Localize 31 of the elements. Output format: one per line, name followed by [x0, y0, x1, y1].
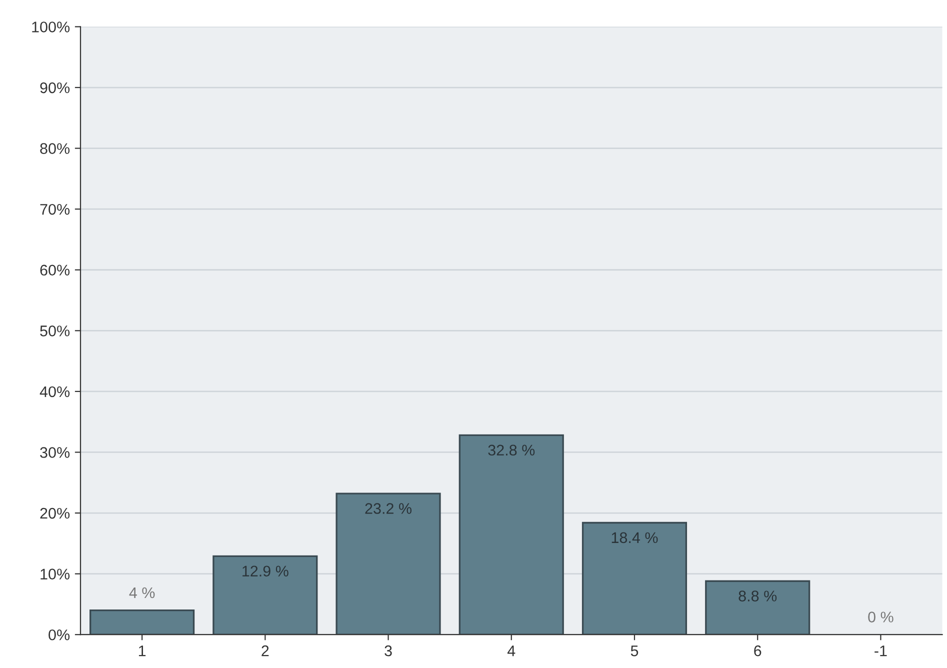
y-tick-label: 60% — [40, 264, 70, 276]
data-label: 23.2 % — [365, 503, 412, 514]
data-label: 12.9 % — [242, 566, 288, 577]
x-tick-label: 1 — [138, 646, 146, 656]
y-tick-label: 30% — [40, 447, 70, 458]
x-tick-label: 2 — [262, 645, 269, 656]
bar — [705, 580, 810, 635]
x-tick-label: 3 — [384, 645, 392, 656]
y-tick-label: 10% — [40, 568, 70, 580]
data-label: 8.8 % — [738, 590, 777, 602]
data-label: 0 % — [868, 612, 894, 622]
x-tick-label: -1 — [874, 646, 887, 656]
data-label: 32.8 % — [488, 444, 535, 456]
bar — [582, 522, 688, 635]
y-tick-label: 100% — [32, 22, 70, 32]
y-tick-label: 70% — [40, 204, 70, 215]
bar — [458, 434, 564, 635]
x-tick-label: 6 — [754, 645, 762, 656]
data-label: 18.4 % — [612, 532, 658, 544]
y-tick-label: 50% — [40, 326, 70, 336]
x-tick-label: 5 — [630, 646, 638, 656]
x-tick-label: 4 — [507, 646, 516, 656]
y-tick-label: 40% — [40, 386, 70, 398]
bar — [336, 492, 441, 635]
data-label: 4 % — [129, 587, 155, 598]
y-tick-label: 20% — [40, 508, 70, 519]
y-tick-label: 90% — [40, 82, 70, 94]
bar — [90, 609, 195, 635]
y-tick-label: 80% — [40, 143, 70, 154]
bar — [212, 555, 318, 635]
y-tick-label: 0% — [48, 629, 70, 640]
